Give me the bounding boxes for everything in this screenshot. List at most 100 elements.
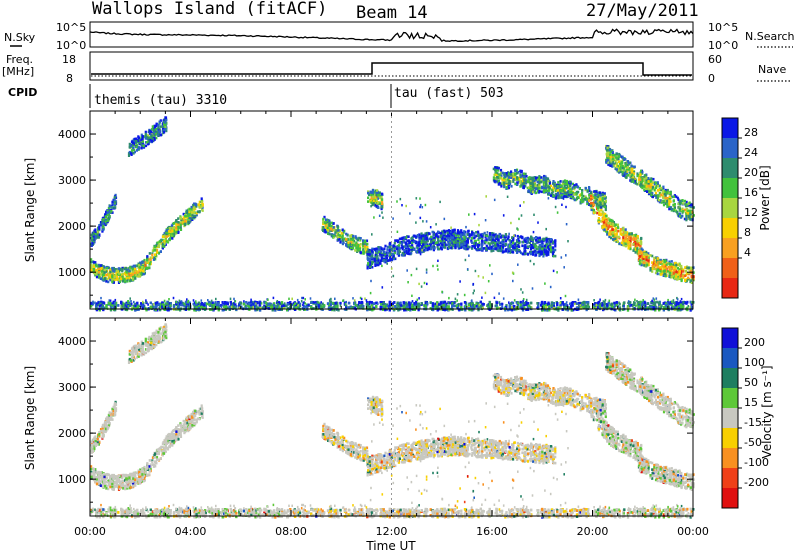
power-echo-cell bbox=[322, 228, 324, 231]
power-echo-cell bbox=[616, 162, 618, 165]
power-echo-cell bbox=[531, 245, 533, 248]
power-echo-cell bbox=[408, 253, 410, 256]
power-echo-cell bbox=[355, 246, 357, 249]
power-echo-cell bbox=[655, 186, 657, 189]
power-echo-cell bbox=[503, 184, 505, 187]
power-echo-cell bbox=[498, 250, 500, 253]
power-echo-cell bbox=[98, 226, 100, 229]
power-echo-cell bbox=[410, 246, 412, 249]
power-echo-cell bbox=[372, 189, 374, 192]
power-echo-cell bbox=[649, 190, 651, 193]
power-echo-cell bbox=[663, 200, 665, 203]
power-echo-cell bbox=[631, 232, 633, 235]
power-echo-cell bbox=[557, 189, 559, 192]
power-echo-cell bbox=[472, 245, 474, 248]
power-echo-cell bbox=[535, 188, 537, 191]
power-echo-cell bbox=[550, 246, 552, 249]
power-echo-cell bbox=[506, 172, 508, 175]
power-echo-cell bbox=[604, 195, 606, 198]
power-echo-cell bbox=[557, 185, 559, 188]
power-echo-cell bbox=[162, 235, 164, 238]
power-echo-cell bbox=[394, 239, 396, 242]
power-echo-cell bbox=[532, 190, 534, 193]
power-echo-cell bbox=[550, 249, 552, 252]
power-echo-cell bbox=[595, 190, 597, 193]
power-echo-cell bbox=[463, 246, 465, 249]
power-echo-cell bbox=[612, 228, 614, 231]
power-echo-cell bbox=[517, 235, 519, 238]
power-echo-cell bbox=[191, 217, 193, 220]
power-echo-cell bbox=[585, 187, 587, 190]
power-echo-cell bbox=[636, 175, 638, 178]
power-echo-cell bbox=[657, 185, 659, 188]
power-echo-cell bbox=[524, 245, 526, 248]
power-echo-cell bbox=[342, 243, 344, 246]
power-echo-cell bbox=[602, 205, 604, 208]
power-echo-cell bbox=[134, 272, 136, 275]
power-echo-cell bbox=[360, 251, 362, 254]
power-echo-cell bbox=[588, 199, 590, 202]
power-echo-cell bbox=[394, 242, 396, 245]
power-echo-cell bbox=[562, 187, 564, 190]
power-echo-cell bbox=[111, 276, 113, 279]
power-echo-cell bbox=[505, 250, 507, 253]
freq-tick-top: 18 bbox=[62, 53, 76, 66]
power-echo-cell bbox=[440, 232, 442, 235]
n-sky-trace bbox=[90, 29, 693, 41]
power-echo-cell bbox=[93, 265, 95, 268]
power-echo-cell bbox=[168, 230, 170, 233]
power-echo-cell bbox=[618, 155, 620, 158]
power-echo-cell bbox=[106, 267, 108, 270]
power-echo-cell bbox=[665, 267, 667, 270]
power-echo-cell bbox=[434, 247, 436, 250]
power-echo-cell bbox=[329, 233, 331, 236]
n-search-tick-bottom: 10^0 bbox=[708, 39, 738, 52]
power-echo-cell bbox=[525, 175, 527, 178]
power-echo-cell bbox=[489, 236, 491, 239]
power-echo-cell bbox=[163, 240, 165, 243]
power-echo-cell bbox=[639, 184, 641, 187]
power-echo-cell bbox=[535, 239, 537, 242]
power-echo-cell bbox=[565, 187, 567, 190]
power-echo-cell bbox=[149, 252, 151, 255]
power-echo-cell bbox=[627, 160, 629, 163]
power-echo-cell bbox=[530, 252, 532, 255]
power-echo-cell bbox=[471, 231, 473, 234]
power-echo-cell bbox=[367, 200, 369, 203]
power-echo-cell bbox=[419, 239, 421, 242]
power-echo-cell bbox=[505, 233, 507, 236]
power-echo-cell bbox=[171, 233, 173, 236]
power-echo-cell bbox=[448, 246, 450, 249]
freq-trace bbox=[91, 63, 692, 75]
power-echo-cell bbox=[156, 249, 158, 252]
power-echo-cell bbox=[364, 247, 366, 250]
power-echo-cell bbox=[548, 189, 550, 192]
power-echo-cell bbox=[457, 232, 459, 235]
power-echo-cell bbox=[473, 237, 475, 240]
power-echo-cell bbox=[457, 235, 459, 238]
power-echo-cell bbox=[604, 229, 606, 232]
nave-tick-top: 60 bbox=[708, 53, 722, 66]
power-echo-cell bbox=[590, 192, 592, 195]
power-echo-cell bbox=[425, 249, 427, 252]
power-echo-cell bbox=[103, 271, 105, 274]
power-echo-cell bbox=[581, 197, 583, 200]
power-echo-cell bbox=[574, 199, 576, 202]
power-echo-cell bbox=[606, 159, 608, 162]
power-echo-cell bbox=[650, 183, 652, 186]
power-echo-cell bbox=[448, 229, 450, 232]
power-echo-cell bbox=[543, 239, 545, 242]
power-echo-cell bbox=[532, 178, 534, 181]
cpid-segment-1: tau (fast) 503 bbox=[394, 86, 504, 101]
power-echo-cell bbox=[641, 187, 643, 190]
power-echo-cell bbox=[502, 238, 504, 241]
power-echo-cell bbox=[557, 193, 559, 196]
power-echo-cell bbox=[177, 217, 179, 220]
power-echo-cell bbox=[359, 247, 361, 250]
power-echo-cell bbox=[490, 250, 492, 253]
power-echo-cell bbox=[512, 239, 514, 242]
power-echo-cell bbox=[342, 239, 344, 242]
power-echo-cell bbox=[516, 176, 518, 179]
power-echo-cell bbox=[618, 153, 620, 156]
power-echo-cell bbox=[679, 202, 681, 205]
